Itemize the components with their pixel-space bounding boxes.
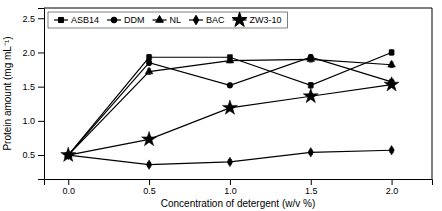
tick-label: 1.5 — [22, 82, 35, 92]
chart-container: 0.0 0.5 1.0 1.5 2.0 0.5 1.0 1.5 2.0 2.5 ASB14 DDM NL… — [0, 0, 442, 211]
frame — [44, 8, 432, 9]
y-axis: 0.5 1.0 1.5 2.0 2.5 — [22, 9, 44, 180]
plot: 0.0 0.5 1.0 1.5 2.0 0.5 1.0 1.5 2.0 2.5 ASB14 DDM NL… — [22, 8, 432, 196]
series — [65, 54, 394, 158]
legend: ASB14 DDM NL BAC ZW3-10 — [48, 12, 288, 28]
legend-item: DDM — [107, 15, 145, 25]
series — [64, 55, 395, 157]
series-line — [68, 85, 391, 155]
legend-item: NL — [153, 15, 182, 25]
tick-mark — [392, 179, 393, 185]
error-bar — [309, 83, 313, 88]
tick-label: 0.5 — [22, 150, 35, 160]
marker — [389, 146, 394, 155]
marker — [145, 67, 153, 74]
tick: 1.5 — [305, 179, 318, 196]
axis-line — [38, 9, 45, 180]
series-line — [68, 59, 391, 155]
error-bar — [228, 83, 232, 87]
marker — [388, 60, 396, 67]
tick: 2.0 — [386, 179, 399, 196]
tick: 1.0 — [22, 116, 44, 126]
tick: 0.5 — [143, 179, 156, 196]
tick-mark — [38, 18, 44, 19]
tick: 2.0 — [22, 48, 44, 58]
legend-symbol — [232, 12, 247, 26]
marker — [308, 148, 313, 157]
marker — [147, 55, 152, 60]
marker — [389, 50, 394, 55]
legend-symbol — [193, 15, 198, 24]
marker — [227, 82, 233, 88]
error-bar — [147, 60, 151, 65]
tick: 2.5 — [22, 14, 44, 24]
tick-mark — [38, 52, 44, 53]
marker — [61, 147, 76, 161]
legend-symbol — [58, 17, 63, 22]
tick-mark — [230, 179, 231, 185]
series-line — [68, 52, 391, 155]
x-axis: 0.0 0.5 1.0 1.5 2.0 — [45, 179, 433, 196]
legend-symbol — [156, 16, 164, 23]
series — [66, 146, 395, 170]
tick-label: 0.0 — [62, 186, 75, 196]
marker — [307, 55, 315, 62]
tick: 1.5 — [22, 82, 44, 92]
marker — [303, 88, 318, 102]
tick-mark — [38, 87, 44, 88]
legend-item: ASB14 — [54, 15, 99, 25]
legend-item: ZW3-10 — [232, 12, 282, 26]
marker — [142, 131, 157, 145]
marker — [308, 83, 313, 88]
tick-mark — [38, 155, 44, 156]
series — [61, 77, 399, 162]
tick-label: 1.0 — [22, 116, 35, 126]
tick-label: 2.0 — [386, 186, 399, 196]
marker — [384, 77, 399, 91]
legend-symbol — [111, 17, 117, 23]
tick-mark — [68, 179, 69, 185]
tick-label: 0.5 — [143, 186, 156, 196]
tick-label: 1.5 — [305, 186, 318, 196]
legend-label: DDM — [124, 15, 145, 25]
tick: 0.0 — [62, 179, 75, 196]
x-axis-title: Concentration of detergent (w/v %) — [161, 198, 316, 209]
tick-label: 1.0 — [224, 186, 237, 196]
legend-label: ZW3-10 — [250, 15, 282, 25]
marker — [146, 160, 151, 169]
legend-label: ASB14 — [71, 15, 99, 25]
tick: 0.5 — [22, 150, 44, 160]
tick-label: 2.5 — [22, 14, 35, 24]
series — [66, 50, 394, 158]
error-bar — [147, 55, 151, 60]
marker — [226, 56, 234, 63]
marks — [61, 50, 399, 170]
frame — [432, 8, 433, 179]
y-axis-title: Protein amount (mg mL⁻¹) — [2, 36, 13, 150]
marker — [146, 60, 152, 66]
series-line — [68, 57, 391, 155]
legend-box — [48, 12, 288, 28]
legend-label: NL — [170, 15, 182, 25]
tick-mark — [149, 179, 150, 185]
tick: 1.0 — [224, 179, 237, 196]
chart-svg: 0.0 0.5 1.0 1.5 2.0 0.5 1.0 1.5 2.0 2.5 ASB14 DDM NL… — [0, 0, 442, 211]
legend-item: BAC — [189, 15, 225, 25]
marker — [227, 157, 232, 166]
tick-label: 2.0 — [22, 48, 35, 58]
error-bar — [390, 50, 394, 55]
tick-mark — [311, 179, 312, 185]
tick-mark — [38, 121, 44, 122]
axis-line — [45, 180, 433, 186]
legend-label: BAC — [206, 15, 225, 25]
marker — [222, 100, 237, 114]
